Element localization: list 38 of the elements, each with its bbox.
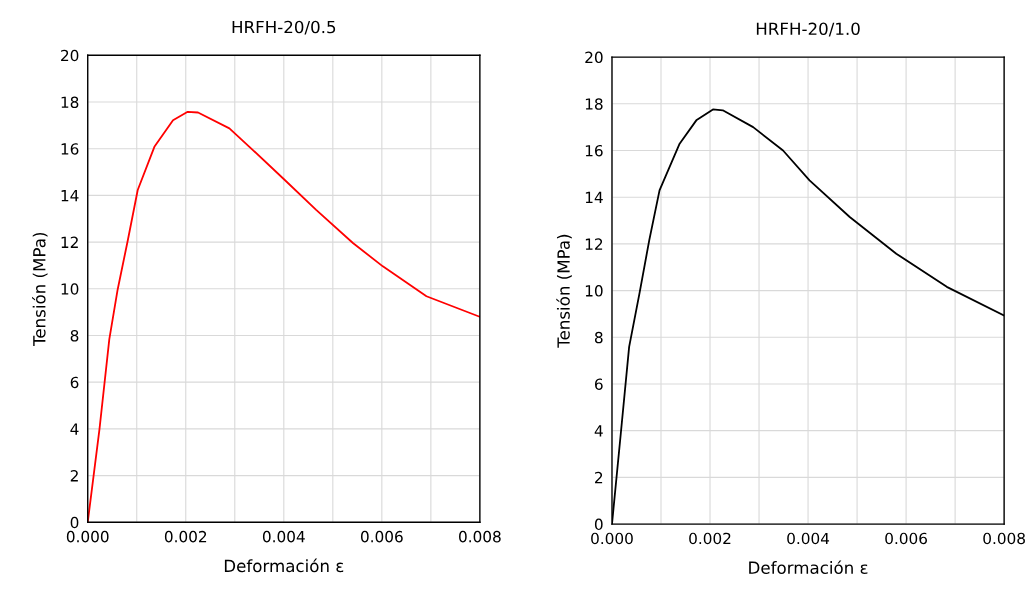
y-tick-label: 10	[585, 285, 603, 297]
y-tick-label: 8	[594, 331, 603, 344]
y-tick-label: 20	[585, 51, 603, 64]
x-tick-label: 0.006	[360, 530, 403, 543]
y-tick-label: 12	[61, 236, 78, 248]
y-tick-label: 20	[61, 49, 79, 62]
x-tick-label: 0.004	[262, 530, 305, 543]
y-tick-label: 12	[585, 238, 603, 250]
y-tick-label: 4	[70, 423, 79, 435]
y-axis-title: Tensión (MPa)	[32, 232, 48, 347]
x-tick-label: 0.002	[164, 530, 207, 543]
y-tick-label: 18	[61, 96, 79, 109]
x-tick-label: 0.000	[591, 532, 633, 545]
y-tick-label: 10	[61, 283, 79, 295]
y-axis-title: Tensión (MPa)	[556, 234, 572, 348]
y-tick-label: 2	[70, 470, 78, 482]
x-tick-label: 0.008	[983, 532, 1025, 545]
x-tick-label: 0.004	[787, 532, 830, 545]
y-tick-label: 2	[595, 471, 603, 484]
y-tick-label: 8	[70, 329, 79, 342]
x-axis-title: Deformación ε	[224, 558, 344, 573]
chart-title: HRFH-20/1.0	[756, 22, 860, 37]
y-tick-label: 14	[61, 190, 79, 202]
y-tick-label: 16	[61, 143, 79, 155]
y-tick-label: 16	[585, 144, 603, 157]
x-tick-label: 0.008	[459, 530, 501, 543]
y-tick-label: 4	[594, 425, 603, 437]
x-tick-label: 0.002	[689, 532, 731, 545]
x-tick-label: 0.006	[885, 532, 927, 545]
y-tick-label: 6	[594, 378, 603, 390]
y-tick-label: 14	[585, 191, 603, 203]
y-tick-label: 0	[594, 518, 603, 531]
y-tick-label: 6	[70, 376, 79, 389]
x-tick-label: 0.000	[66, 530, 109, 543]
chart-title: HRFH-20/0.5	[232, 20, 336, 35]
y-tick-label: 0	[70, 516, 79, 529]
x-axis-title: Deformación ε	[749, 560, 868, 574]
y-tick-label: 18	[585, 98, 603, 110]
